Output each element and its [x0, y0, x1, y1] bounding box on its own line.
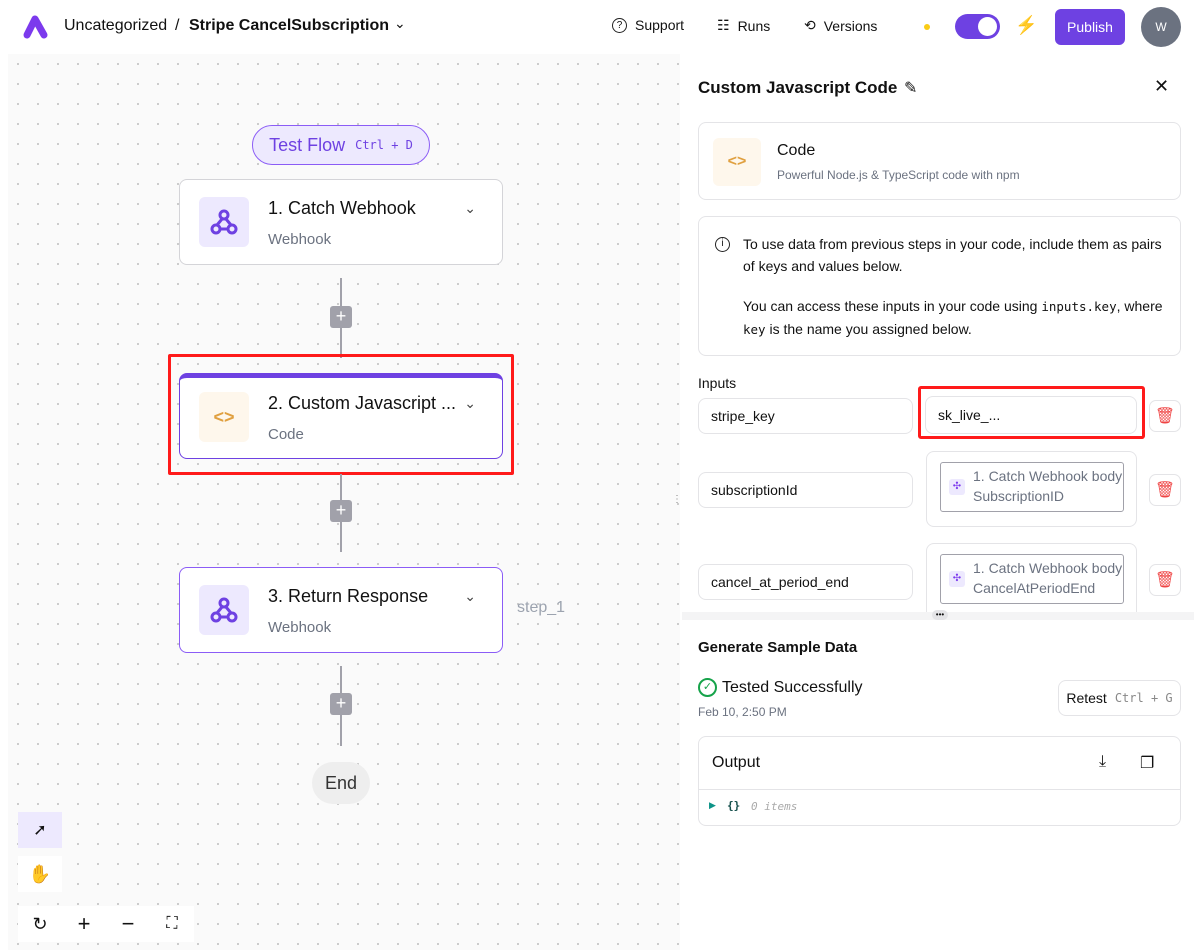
test-timestamp: Feb 10, 2:50 PM [698, 705, 787, 719]
code-icon: <> [199, 392, 249, 442]
status-dot [924, 24, 930, 30]
flow-enable-toggle[interactable] [955, 14, 1000, 39]
panel-divider[interactable]: ••• [682, 610, 1194, 620]
inputs-label: Inputs [698, 375, 737, 391]
input-value-field[interactable]: ✣ 1. Catch Webhook body CancelAtPeriodEnd [926, 543, 1137, 613]
support-button[interactable]: ? Support [612, 17, 684, 33]
zoom-out-icon[interactable]: − [121, 911, 135, 936]
publish-button[interactable]: Publish [1055, 9, 1125, 45]
close-icon[interactable]: ✕ [1154, 76, 1170, 96]
add-step-button[interactable]: + [330, 306, 352, 328]
highlight-box [918, 386, 1145, 439]
chevron-down-icon[interactable]: ⌄ [464, 395, 476, 411]
input-key-field[interactable]: cancel_at_period_end [698, 564, 913, 600]
reset-icon[interactable]: ↻ [32, 913, 48, 934]
zoom-controls: ↻ + − ⛶ [18, 906, 194, 942]
delete-input-button[interactable]: 🗑 [1149, 400, 1181, 432]
flow-step-2[interactable]: <> 2. Custom Javascript ... Code ⌄ [179, 373, 503, 459]
input-key-field[interactable]: stripe_key [698, 398, 913, 434]
fit-view-icon[interactable]: ⛶ [166, 915, 178, 932]
download-icon[interactable]: ⤓ [1099, 753, 1107, 770]
info-icon: i [715, 237, 730, 252]
zoom-in-icon[interactable]: + [77, 911, 91, 936]
delete-input-button[interactable]: 🗑 [1149, 564, 1181, 596]
resize-handle[interactable]: ⋮ [672, 494, 682, 505]
expand-caret-icon[interactable]: ▶ [709, 800, 716, 810]
pencil-icon[interactable]: ✎ [904, 80, 918, 97]
webhook-icon [199, 197, 249, 247]
breadcrumb-folder[interactable]: Uncategorized [64, 17, 168, 34]
trash-icon: 🗑 [1154, 482, 1176, 499]
add-step-button[interactable]: + [330, 500, 352, 522]
step-label: step_1 [517, 599, 566, 616]
trash-icon: 🗑 [1154, 408, 1176, 425]
hand-tool-icon[interactable]: ✋ [18, 856, 62, 892]
add-step-button[interactable]: + [330, 693, 352, 715]
data-reference-chip[interactable]: ✣ 1. Catch Webhook body CancelAtPeriodEnd [940, 554, 1124, 604]
lightning-icon[interactable]: ⚡ [1015, 15, 1038, 35]
input-value-field[interactable]: ✣ 1. Catch Webhook body SubscriptionID [926, 451, 1137, 527]
flow-step-1[interactable]: 1. Catch Webhook Webhook ⌄ [179, 179, 503, 265]
test-status: Tested Successfully [722, 679, 863, 696]
sample-data-title: Generate Sample Data [698, 639, 858, 656]
webhook-icon: ✣ [949, 571, 965, 587]
list-icon: ☷ [717, 17, 730, 33]
output-panel: Output ⤓ ❐ ▶ {} 0 items [698, 736, 1181, 826]
runs-button[interactable]: ☷ Runs [717, 17, 771, 34]
breadcrumb-separator: / [175, 17, 180, 34]
select-tool-icon[interactable]: ➚ [18, 812, 62, 848]
delete-input-button[interactable]: 🗑 [1149, 474, 1181, 506]
help-circle-icon: ? [612, 17, 627, 33]
data-reference-chip[interactable]: ✣ 1. Catch Webhook body SubscriptionID [940, 462, 1124, 512]
retest-button[interactable]: Retest Ctrl + G [1058, 680, 1181, 716]
test-flow-button[interactable]: Test Flow Ctrl + D [252, 125, 430, 165]
history-icon: ⟲ [804, 17, 816, 33]
webhook-icon: ✣ [949, 479, 965, 495]
input-value-field[interactable]: sk_live_... [925, 396, 1137, 434]
flow-name[interactable]: Stripe CancelSubscription [189, 17, 390, 34]
flow-canvas[interactable]: Test Flow Ctrl + D 1. Catch Webhook Webho… [8, 54, 682, 950]
step-settings-panel: Custom Javascript Code ✎ ✕ <> Code Power… [682, 54, 1194, 950]
panel-title: Custom Javascript Code [698, 78, 898, 97]
code-icon: <> [713, 138, 761, 186]
chevron-down-icon[interactable]: ⌄ [464, 200, 476, 216]
copy-icon[interactable]: ❐ [1140, 755, 1155, 772]
trash-icon: 🗑 [1154, 572, 1176, 589]
piece-card: <> Code Powerful Node.js & TypeScript co… [698, 122, 1181, 200]
flow-step-3[interactable]: 3. Return Response Webhook ⌄ [179, 567, 503, 653]
chevron-down-icon[interactable]: ⌄ [464, 588, 476, 604]
info-box: i To use data from previous steps in you… [698, 216, 1181, 356]
end-node: End [312, 762, 370, 804]
avatar[interactable]: W [1141, 7, 1181, 47]
input-key-field[interactable]: subscriptionId [698, 472, 913, 508]
top-bar: Uncategorized / Stripe CancelSubscriptio… [0, 0, 1194, 52]
chevron-down-icon[interactable]: ⌄ [394, 15, 406, 31]
highlight-box [168, 354, 514, 475]
versions-button[interactable]: ⟲ Versions [804, 17, 878, 34]
check-circle-icon: ✓ [698, 678, 717, 697]
webhook-icon [199, 585, 249, 635]
logo-icon[interactable] [22, 14, 50, 40]
